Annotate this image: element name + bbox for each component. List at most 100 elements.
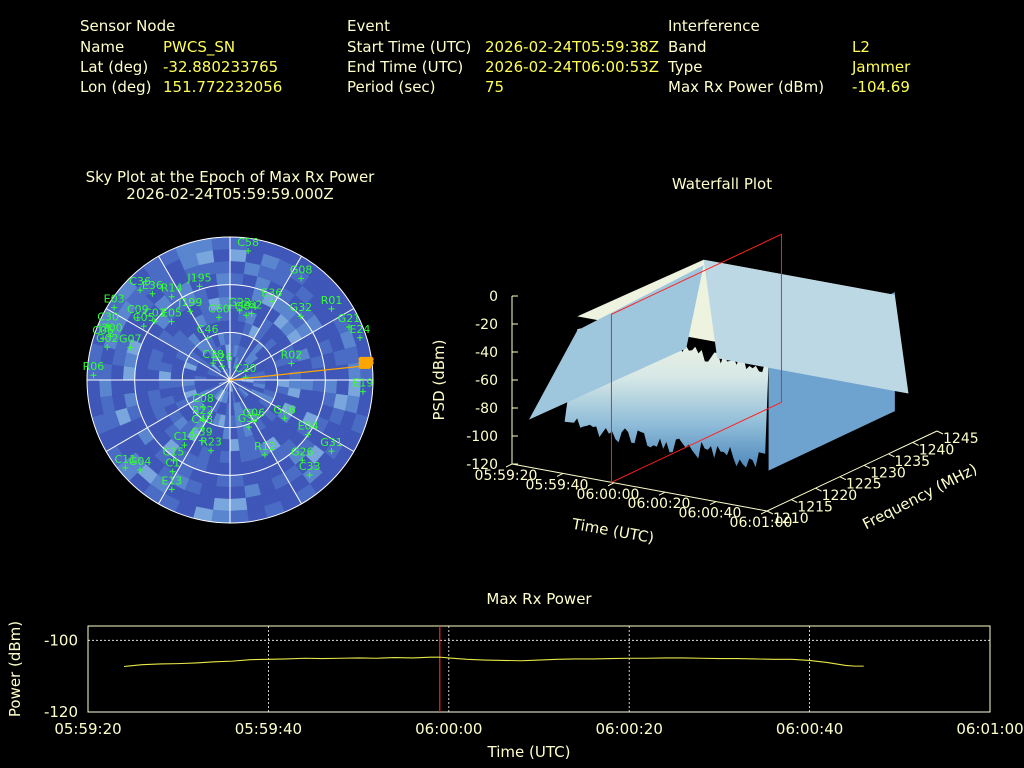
satellite-label: R02 xyxy=(281,349,303,362)
y-axis-title: Power (dBm) xyxy=(6,621,24,717)
satellite-label: G08 xyxy=(290,263,313,276)
satellite-label: C48 xyxy=(191,413,213,426)
satellite-label: R01 xyxy=(321,294,343,307)
satellite-label: C1 xyxy=(165,457,180,470)
band-label: Band xyxy=(668,38,707,56)
satellite-c05: C05 xyxy=(133,311,155,330)
sky-cell xyxy=(212,248,231,263)
x-tick-label: 06:00:00 xyxy=(415,720,482,738)
end-time-value: 2026-02-24T06:00:53Z xyxy=(485,58,659,76)
lon-value: 151.772232056 xyxy=(163,78,283,96)
satellite-c09: C09 xyxy=(127,303,149,321)
satellite-marker xyxy=(100,335,107,342)
waterfall-surface xyxy=(529,259,909,471)
satellite-marker xyxy=(105,322,112,329)
y-tick-label: -120 xyxy=(44,703,78,721)
satellite-g37: G37 xyxy=(238,412,261,431)
satellite-label: R14 xyxy=(161,282,183,295)
jammer-bearing-line xyxy=(229,364,370,381)
sky-cell xyxy=(134,379,148,393)
satellite-marker xyxy=(137,466,144,473)
satellite-j200: J200 xyxy=(97,322,123,340)
satellite-c11: C11 xyxy=(114,453,136,471)
satellite-marker xyxy=(168,293,175,300)
sky-cell xyxy=(146,379,160,392)
satellite-label: R12 xyxy=(254,440,276,453)
power-trace xyxy=(124,656,864,668)
frequency-tick-label: 1245 xyxy=(943,431,979,447)
frequency-tick xyxy=(766,510,774,515)
satellite-label: G16 xyxy=(273,403,296,416)
satellite-g32: G32 xyxy=(290,301,312,320)
time-tick-label: 06:00:00 xyxy=(577,487,640,503)
sky-cell xyxy=(229,509,249,524)
sensor-node-heading: Sensor Node xyxy=(80,17,176,35)
sky-cell xyxy=(134,367,148,381)
satellite-label: G21 xyxy=(338,312,361,325)
sky-cell xyxy=(122,365,136,381)
sky-cell xyxy=(214,486,231,500)
satellite-label: C06 xyxy=(92,324,114,337)
time-axis xyxy=(511,463,768,512)
satellite-marker xyxy=(245,247,252,254)
satellite-c06: C06 xyxy=(92,324,114,342)
satellite-g04: G04 xyxy=(235,300,257,319)
satellite-marker xyxy=(243,312,250,319)
satellite-marker xyxy=(242,374,249,381)
psd-tick-label: -100 xyxy=(466,429,498,445)
azimuth-spoke xyxy=(229,255,302,381)
satellite-label: C20 xyxy=(235,362,257,375)
satellite-r01: R01 xyxy=(321,294,343,312)
satellite-marker xyxy=(151,318,158,325)
satellite-marker xyxy=(236,307,243,314)
time-tick-label: 05:59:40 xyxy=(526,477,589,493)
sky-cell xyxy=(229,497,248,512)
azimuth-spoke xyxy=(229,308,355,381)
satellite-c20: C20 xyxy=(235,362,257,381)
time-tick xyxy=(556,472,564,477)
sky-cell xyxy=(324,365,338,381)
satellite-marker xyxy=(104,344,111,351)
max-power-value: -104.69 xyxy=(852,78,910,96)
satellite-marker xyxy=(199,425,206,432)
sky-cell xyxy=(218,450,231,464)
sky-cell xyxy=(229,248,248,263)
satellite-marker xyxy=(250,418,257,425)
psd-tick-label: -120 xyxy=(466,457,498,473)
satellite-marker xyxy=(140,323,147,330)
sky-cell xyxy=(312,367,326,381)
satellite-marker xyxy=(170,457,177,464)
satellite-e24: E24 xyxy=(349,323,370,341)
lat-label: Lat (deg) xyxy=(80,58,149,76)
satellite-c46: C46 xyxy=(197,323,218,341)
sky-cell xyxy=(300,368,314,381)
sky-cell xyxy=(221,320,231,333)
satellite-marker xyxy=(122,464,129,471)
band-value: L2 xyxy=(852,38,870,56)
satellite-j195: J195 xyxy=(186,271,212,290)
jammer-dot xyxy=(365,363,372,369)
max-rx-power-plot: 05:59:20 05:59:40 06:00:00 06:00:20 06:00:40… xyxy=(6,621,1024,761)
end-time-label: End Time (UTC) xyxy=(347,58,464,76)
sky-cell xyxy=(229,450,242,464)
satellite-e36: E36 xyxy=(261,286,282,305)
satellite-label: E26 xyxy=(212,351,233,364)
satellite-label: C62 xyxy=(241,299,263,312)
satellite-e05: E05 xyxy=(161,307,182,325)
satellite-marker xyxy=(305,431,312,438)
satellite-c30: C30 xyxy=(97,311,119,329)
sky-cell xyxy=(170,379,183,389)
satellite-r06: R06 xyxy=(83,360,104,379)
satellite-label: E05 xyxy=(161,307,182,320)
satellite-c1: C1 xyxy=(165,457,180,475)
azimuth-spoke xyxy=(105,308,231,381)
satellite-label: G37 xyxy=(238,412,261,425)
satellite-c33: C33 xyxy=(299,460,321,478)
period-label: Period (sec) xyxy=(347,78,436,96)
satellite-g06: G06 xyxy=(243,406,265,425)
psd-tick-label: 0 xyxy=(489,289,498,305)
x-axis-title: Time (UTC) xyxy=(487,743,571,761)
waterfall-plot: 05:59:2005:59:4006:00:0006:00:2006:00:40… xyxy=(430,233,980,547)
max-rx-power-title: Max Rx Power xyxy=(486,590,592,608)
waterfall-plot-title: Waterfall Plot xyxy=(671,175,773,193)
